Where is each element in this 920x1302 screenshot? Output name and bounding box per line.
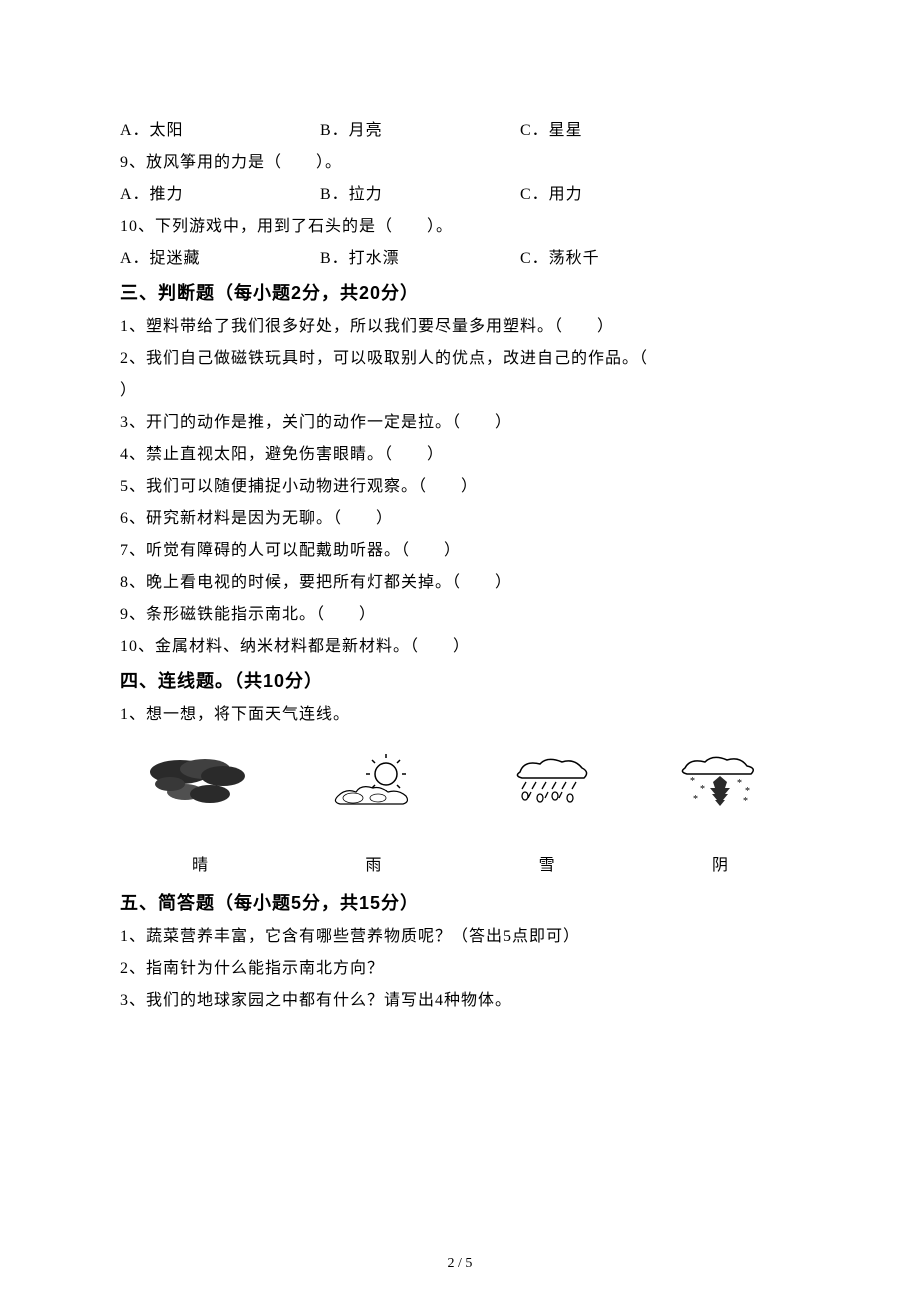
q10-option-c: C．荡秋千 bbox=[520, 243, 720, 275]
svg-text:*: * bbox=[737, 778, 742, 789]
tf-q9: 9、条形磁铁能指示南北。（ ） bbox=[120, 599, 800, 631]
sunny-icon bbox=[313, 751, 433, 811]
q9-text: 9、放风筝用的力是（ ）。 bbox=[120, 147, 800, 179]
tf-q2-line2: ） bbox=[120, 375, 800, 407]
sa-q1: 1、蔬菜营养丰富，它含有哪些营养物质呢？（答出5点即可） bbox=[120, 921, 800, 953]
sa-q2: 2、指南针为什么能指示南北方向？ bbox=[120, 953, 800, 985]
q8-options: A．太阳 B．月亮 C．星星 bbox=[120, 115, 800, 147]
tf-q1: 1、塑料带给了我们很多好处，所以我们要尽量多用塑料。（ ） bbox=[120, 311, 800, 343]
q10-text: 10、下列游戏中，用到了石头的是（ ）。 bbox=[120, 211, 800, 243]
tf-q2-line1: 2、我们自己做磁铁玩具时，可以吸取别人的优点，改进自己的作品。（ bbox=[120, 343, 800, 375]
tf-q3: 3、开门的动作是推，关门的动作一定是拉。（ ） bbox=[120, 407, 800, 439]
q8-option-b: B．月亮 bbox=[320, 115, 520, 147]
tf-q5: 5、我们可以随便捕捉小动物进行观察。（ ） bbox=[120, 471, 800, 503]
weather-labels-row: 晴 雨 雪 阴 bbox=[120, 821, 800, 885]
page-content: A．太阳 B．月亮 C．星星 9、放风筝用的力是（ ）。 A．推力 B．拉力 C… bbox=[0, 0, 920, 1302]
q8-option-a: A．太阳 bbox=[120, 115, 320, 147]
match-prompt: 1、想一想，将下面天气连线。 bbox=[120, 699, 800, 731]
q9-option-a: A．推力 bbox=[120, 179, 320, 211]
weather-label-overcast: 阴 bbox=[695, 851, 745, 875]
overcast-clouds-icon bbox=[140, 751, 260, 811]
q10-option-a: A．捉迷藏 bbox=[120, 243, 320, 275]
q10-option-b: B．打水漂 bbox=[320, 243, 520, 275]
weather-label-snow: 雪 bbox=[522, 851, 572, 875]
svg-text:*: * bbox=[700, 784, 705, 795]
tf-q4: 4、禁止直视太阳，避免伤害眼睛。（ ） bbox=[120, 439, 800, 471]
section-3-heading: 三、判断题（每小题2分，共20分） bbox=[120, 275, 800, 311]
weather-label-rain: 雨 bbox=[348, 851, 398, 875]
q9-option-c: C．用力 bbox=[520, 179, 720, 211]
q9-options: A．推力 B．拉力 C．用力 bbox=[120, 179, 800, 211]
tf-q8: 8、晚上看电视的时候，要把所有灯都关掉。（ ） bbox=[120, 567, 800, 599]
weather-icons-row: * * * * * * bbox=[120, 731, 800, 821]
page-number: 2 / 5 bbox=[0, 1256, 920, 1272]
q8-option-c: C．星星 bbox=[520, 115, 720, 147]
section-4-heading: 四、连线题。（共10分） bbox=[120, 663, 800, 699]
svg-text:*: * bbox=[690, 776, 695, 787]
q9-option-b: B．拉力 bbox=[320, 179, 520, 211]
weather-label-sunny: 晴 bbox=[175, 851, 225, 875]
svg-text:*: * bbox=[693, 794, 698, 805]
tf-q7: 7、听觉有障碍的人可以配戴助听器。（ ） bbox=[120, 535, 800, 567]
tf-q6: 6、研究新材料是因为无聊。（ ） bbox=[120, 503, 800, 535]
q10-options: A．捉迷藏 B．打水漂 C．荡秋千 bbox=[120, 243, 800, 275]
snowy-icon: * * * * * * bbox=[660, 751, 780, 811]
rainy-icon bbox=[487, 751, 607, 811]
section-5-heading: 五、简答题（每小题5分，共15分） bbox=[120, 885, 800, 921]
tf-q10: 10、金属材料、纳米材料都是新材料。（ ） bbox=[120, 631, 800, 663]
sa-q3: 3、我们的地球家园之中都有什么？请写出4种物体。 bbox=[120, 985, 800, 1017]
svg-text:*: * bbox=[743, 796, 748, 807]
